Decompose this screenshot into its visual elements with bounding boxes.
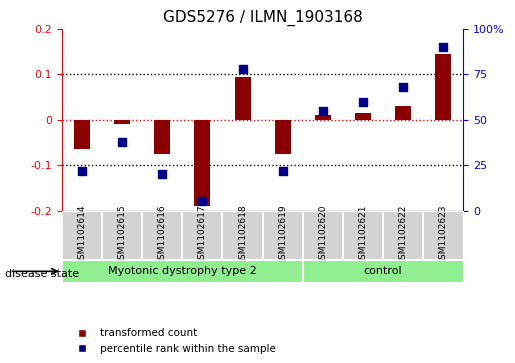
Point	[279, 168, 287, 174]
Text: Myotonic dystrophy type 2: Myotonic dystrophy type 2	[108, 266, 256, 276]
Point	[118, 139, 126, 144]
Title: GDS5276 / ILMN_1903168: GDS5276 / ILMN_1903168	[163, 10, 363, 26]
Bar	[435, 54, 452, 120]
FancyBboxPatch shape	[423, 211, 464, 260]
FancyBboxPatch shape	[303, 260, 464, 283]
Bar	[274, 120, 291, 154]
Text: GSM1102618: GSM1102618	[238, 205, 247, 265]
Text: GSM1102620: GSM1102620	[318, 205, 328, 265]
Text: GSM1102616: GSM1102616	[158, 205, 167, 265]
FancyBboxPatch shape	[62, 211, 102, 260]
FancyBboxPatch shape	[263, 211, 303, 260]
Point	[158, 171, 166, 177]
Text: control: control	[364, 266, 403, 276]
Bar	[114, 120, 130, 124]
Text: GSM1102619: GSM1102619	[278, 205, 287, 265]
Text: disease state: disease state	[5, 269, 79, 279]
Point	[359, 99, 367, 105]
Bar	[315, 115, 331, 120]
FancyBboxPatch shape	[142, 211, 182, 260]
Bar	[154, 120, 170, 154]
Bar	[74, 120, 90, 149]
FancyBboxPatch shape	[182, 211, 222, 260]
FancyBboxPatch shape	[62, 260, 303, 283]
Text: GSM1102617: GSM1102617	[198, 205, 207, 265]
FancyBboxPatch shape	[383, 211, 423, 260]
Point	[439, 44, 448, 50]
Bar	[234, 77, 251, 120]
Legend: transformed count, percentile rank within the sample: transformed count, percentile rank withi…	[67, 324, 280, 358]
Text: GSM1102622: GSM1102622	[399, 205, 408, 265]
Point	[238, 66, 247, 72]
Bar	[355, 113, 371, 120]
Text: GSM1102614: GSM1102614	[77, 205, 87, 265]
Point	[78, 168, 86, 174]
FancyBboxPatch shape	[102, 211, 142, 260]
Point	[399, 84, 407, 90]
FancyBboxPatch shape	[303, 211, 343, 260]
Text: GSM1102623: GSM1102623	[439, 205, 448, 265]
Text: GSM1102615: GSM1102615	[117, 205, 127, 265]
Bar	[395, 106, 411, 120]
Bar	[194, 120, 211, 206]
FancyBboxPatch shape	[222, 211, 263, 260]
Point	[319, 108, 327, 114]
FancyBboxPatch shape	[343, 211, 383, 260]
Text: GSM1102621: GSM1102621	[358, 205, 368, 265]
Point	[198, 199, 207, 204]
